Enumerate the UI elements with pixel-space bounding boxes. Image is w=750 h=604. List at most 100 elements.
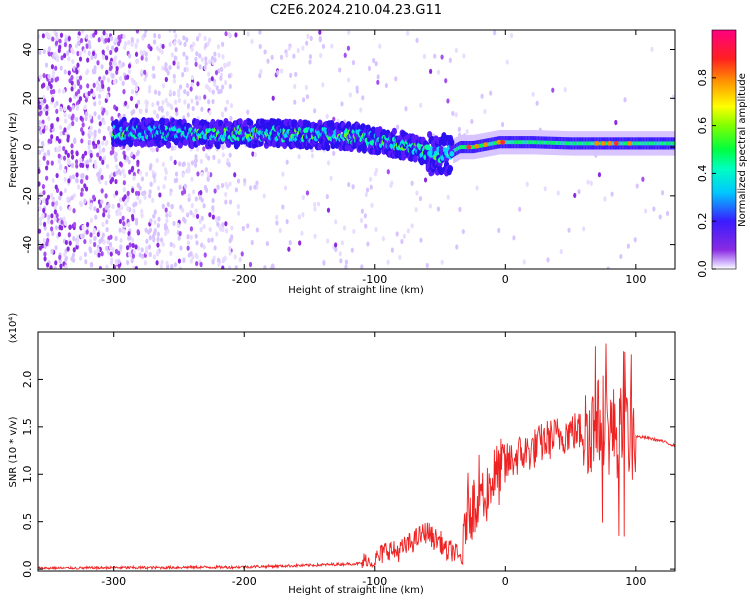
spectrogram-noise-cell	[93, 206, 97, 212]
spectrogram-noise-cell	[117, 41, 121, 47]
spectrogram-noise-cell	[152, 173, 156, 179]
spectrogram-noise-cell	[313, 201, 317, 208]
spectrogram-band-cell	[470, 145, 473, 150]
spectrogram-noise-cell	[293, 83, 297, 90]
spectrogram-noise-cell	[262, 193, 266, 199]
spectrogram-noise-cell	[223, 63, 227, 69]
spectrogram-noise-cell	[136, 38, 140, 44]
spectrogram-noise-cell	[100, 199, 104, 205]
spectrogram-noise-cell	[136, 194, 140, 201]
spectrogram-noise-cell	[151, 233, 156, 240]
spectrogram-band-cell	[547, 140, 550, 145]
spectrogram-noise-cell	[177, 92, 181, 98]
spectrogram-noise-cell	[313, 233, 317, 239]
spectrogram-noise-cell	[113, 37, 118, 43]
spectrogram-noise-cell	[131, 79, 135, 85]
spectrogram-signal-cell	[276, 118, 283, 126]
spectrogram-noise-cell	[448, 57, 452, 63]
spectrogram-noise-cell	[75, 75, 79, 81]
spectrogram-noise-cell	[160, 107, 165, 113]
spectrogram-noise-cell	[178, 184, 182, 190]
spectrogram-band-cell	[661, 141, 664, 146]
spectrogram-noise-cell	[109, 126, 113, 133]
spectrogram-noise-cell	[38, 205, 42, 211]
spectrogram-band-cell	[652, 141, 655, 146]
spectrogram-noise-cell	[118, 227, 122, 233]
colorbar-tick-label: 0.2	[696, 212, 709, 230]
spectrogram-noise-cell	[90, 88, 94, 94]
spectrogram-noise-cell	[42, 106, 47, 112]
spectrogram-noise-cell	[55, 76, 60, 82]
colorbar-scale	[711, 29, 737, 270]
spectrogram-noise-cell	[124, 201, 128, 207]
spectrogram-noise-cell	[107, 249, 111, 255]
spectrogram-noise-cell	[75, 178, 79, 184]
spectrogram-noise-cell	[253, 152, 257, 158]
spectrogram-noise-cell	[130, 110, 134, 116]
spectrogram-noise-cell	[217, 158, 221, 164]
spectrogram-noise-cell	[255, 227, 259, 233]
spectrogram-noise-cell	[88, 139, 92, 145]
spectrogram-noise-cell	[404, 106, 408, 112]
spectrogram-band-cell	[492, 141, 495, 146]
spectrogram-noise-cell	[55, 35, 59, 42]
spectrogram-noise-cell	[208, 226, 212, 233]
spectrogram-noise-cell	[402, 233, 406, 239]
spectrogram-noise-cell	[62, 216, 66, 222]
spectrogram-noise-cell	[135, 30, 140, 34]
spectrogram-noise-cell	[57, 138, 62, 144]
spectrogram-noise-cell	[88, 247, 93, 253]
spectrogram-noise-cell	[185, 60, 189, 66]
spectrogram-noise-cell	[147, 229, 151, 235]
spectrogram-noise-cell	[227, 31, 231, 38]
spectrogram-noise-cell	[152, 39, 157, 45]
spectrogram-noise-cell	[68, 122, 72, 128]
spectrogram-noise-cell	[117, 250, 121, 256]
spectrogram-noise-cell	[119, 237, 123, 244]
spectrogram-noise-cell	[50, 123, 54, 130]
spectrogram-noise-cell	[58, 195, 62, 201]
spectrogram-noise-cell	[219, 75, 223, 81]
spectrogram-noise-cell	[641, 176, 645, 182]
spectrogram-noise-cell	[210, 237, 214, 243]
spectrogram-signal-cell	[391, 127, 397, 135]
spectrogram-noise-cell	[308, 59, 312, 65]
spectrogram-noise-cell	[64, 264, 68, 269]
spectrogram-noise-cell	[63, 52, 67, 59]
spectrogram-noise-cell	[361, 95, 365, 101]
spectrogram-noise-cell	[186, 103, 191, 109]
spectrogram-noise-cell	[237, 210, 241, 216]
spectrogram-noise-cell	[111, 247, 115, 253]
spectrogram-noise-cell	[102, 135, 106, 141]
spectrogram-noise-cell	[316, 201, 321, 207]
spectrogram-noise-cell	[221, 226, 225, 233]
spectrogram-noise-cell	[211, 89, 215, 95]
spectrogram-noise-cell	[305, 40, 309, 46]
spectrogram-noise-cell	[369, 184, 373, 190]
spectrogram-noise-cell	[137, 190, 141, 197]
spectrogram-noise-cell	[55, 108, 59, 114]
spectrogram-noise-cell	[216, 44, 221, 50]
spectrogram-noise-cell	[101, 49, 105, 55]
spectrogram-noise-cell	[213, 188, 217, 194]
spectrogram-noise-cell	[53, 265, 57, 269]
spectrogram-noise-cell	[92, 227, 96, 233]
spectrogram-noise-cell	[156, 249, 160, 256]
spectrogram-noise-cell	[166, 201, 170, 208]
spectrogram-band-cell	[545, 140, 548, 145]
spectrogram-noise-cell	[132, 249, 136, 255]
spectrogram-noise-cell	[66, 152, 70, 158]
spectrogram-noise-cell	[38, 192, 43, 198]
spectrogram-signal-cell	[317, 143, 323, 151]
spectrogram-noise-cell	[80, 138, 84, 144]
spectrogram-noise-cell	[105, 163, 110, 169]
spectrogram-band-cell	[605, 141, 608, 146]
spectrogram-noise-cell	[278, 227, 282, 234]
spectrogram-noise-cell	[58, 165, 63, 171]
spectrogram-noise-cell	[374, 226, 378, 232]
spectrogram-noise-cell	[428, 203, 432, 209]
spectrogram-noise-cell	[114, 151, 118, 158]
spectrogram-noise-cell	[64, 149, 68, 155]
spectrogram-noise-cell	[102, 212, 106, 218]
